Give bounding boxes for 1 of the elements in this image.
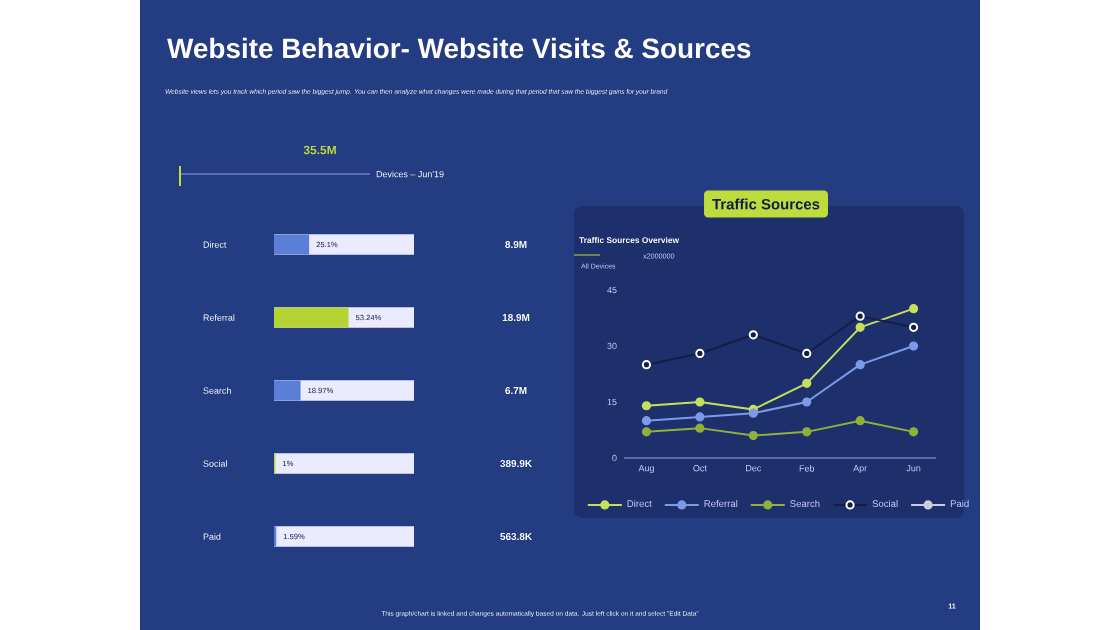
chart-title: Website Behavior- Website Visits & Sources (167, 37, 751, 59)
